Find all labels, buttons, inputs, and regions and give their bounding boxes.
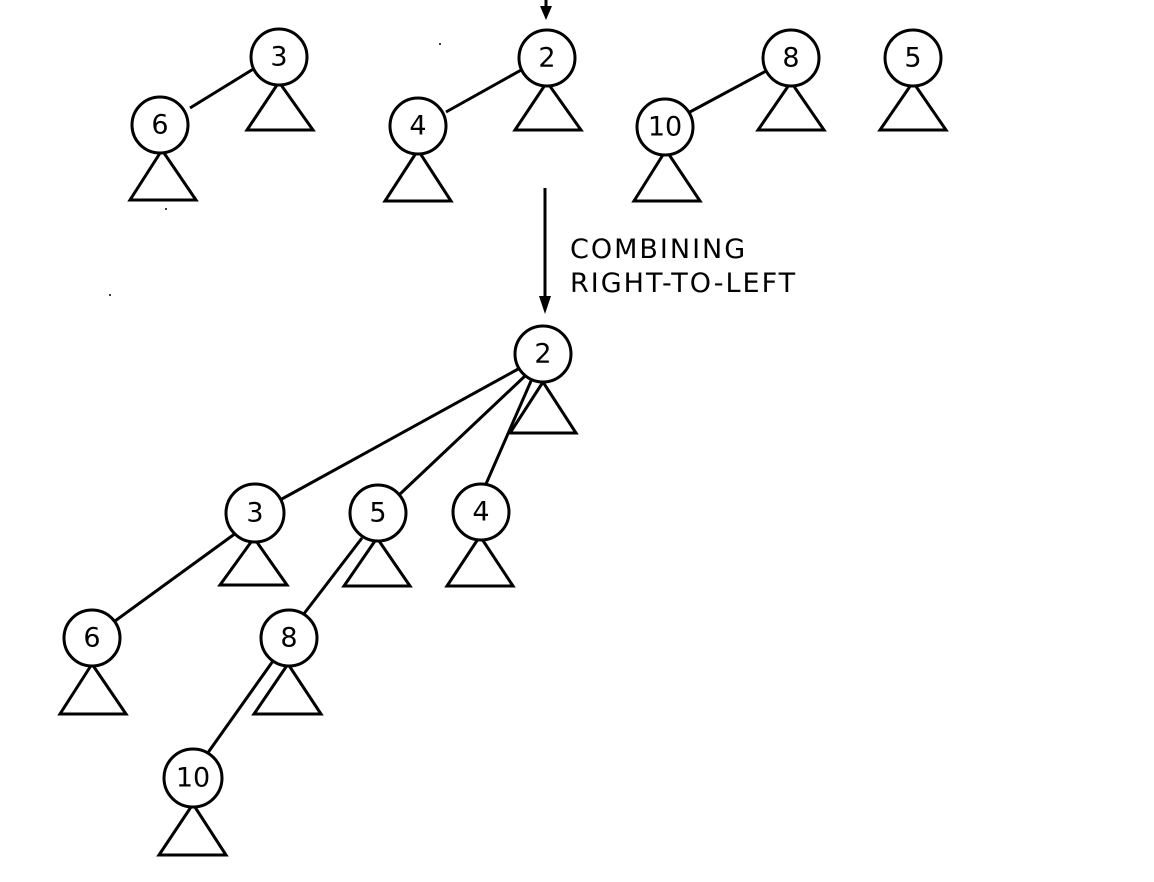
result-node-4 [451, 482, 511, 542]
subtree-triangle [444, 533, 516, 588]
top-tree-1-root-key: 3 [270, 42, 287, 73]
subtree-triangle [57, 661, 129, 716]
result-node-5-key: 5 [369, 498, 386, 529]
subtree-triangle [877, 79, 949, 132]
top-tree-4-root-node [883, 28, 943, 88]
result-node-10-key: 10 [176, 763, 210, 794]
subtree-triangle [341, 535, 413, 588]
top-tree-3-root-key: 8 [782, 43, 799, 74]
incoming-arrow [540, 0, 552, 20]
top-tree-2-child-node [388, 96, 448, 156]
subtree-triangle [127, 147, 199, 202]
subtree-triangle [217, 535, 290, 587]
top-tree-3-child-node [635, 97, 695, 157]
top-tree-1-child-key: 6 [151, 110, 168, 141]
top-tree-1: 3 6 [127, 27, 316, 202]
speck [439, 43, 441, 45]
top-tree-3-child-key: 10 [648, 112, 682, 143]
subtree-triangle [244, 79, 316, 132]
result-node-3-key: 3 [246, 498, 263, 529]
top-tree-1-root-node [249, 27, 309, 87]
subtree-triangle [251, 661, 324, 716]
result-tree: 2 3 5 4 6 8 10 [57, 324, 579, 857]
result-node-6-key: 6 [83, 623, 100, 654]
result-node-8-key: 8 [280, 623, 297, 654]
top-tree-3: 8 10 [631, 28, 827, 203]
top-tree-2-root-node [517, 28, 577, 88]
top-tree-3-root-node [761, 28, 821, 88]
speck [109, 294, 111, 296]
subtree-triangle [512, 79, 584, 132]
result-node-6 [62, 608, 122, 668]
subtree-triangle [755, 79, 827, 132]
top-tree-4: 5 [877, 28, 949, 132]
result-root-key: 2 [534, 339, 551, 370]
result-node-4-key: 4 [472, 497, 489, 528]
top-tree-1-child-node [130, 95, 190, 155]
top-tree-2: 2 4 [382, 28, 584, 203]
result-root-node [513, 324, 573, 384]
top-tree-2-child-key: 4 [409, 111, 426, 142]
top-tree-4-root-key: 5 [904, 43, 921, 74]
result-node-10 [162, 747, 224, 809]
caption-line-2: RIGHT-TO-LEFT [570, 268, 797, 299]
speck [165, 208, 167, 210]
subtree-triangle [507, 379, 579, 435]
subtree-triangle [156, 801, 229, 857]
result-node-3 [224, 482, 286, 544]
subtree-triangle [382, 147, 454, 203]
result-node-5 [348, 483, 408, 543]
top-tree-2-root-key: 2 [538, 43, 555, 74]
result-node-8 [259, 608, 319, 668]
combine-arrow [539, 188, 551, 314]
caption-line-1: COMBINING [570, 234, 747, 265]
subtree-triangle [631, 147, 703, 203]
